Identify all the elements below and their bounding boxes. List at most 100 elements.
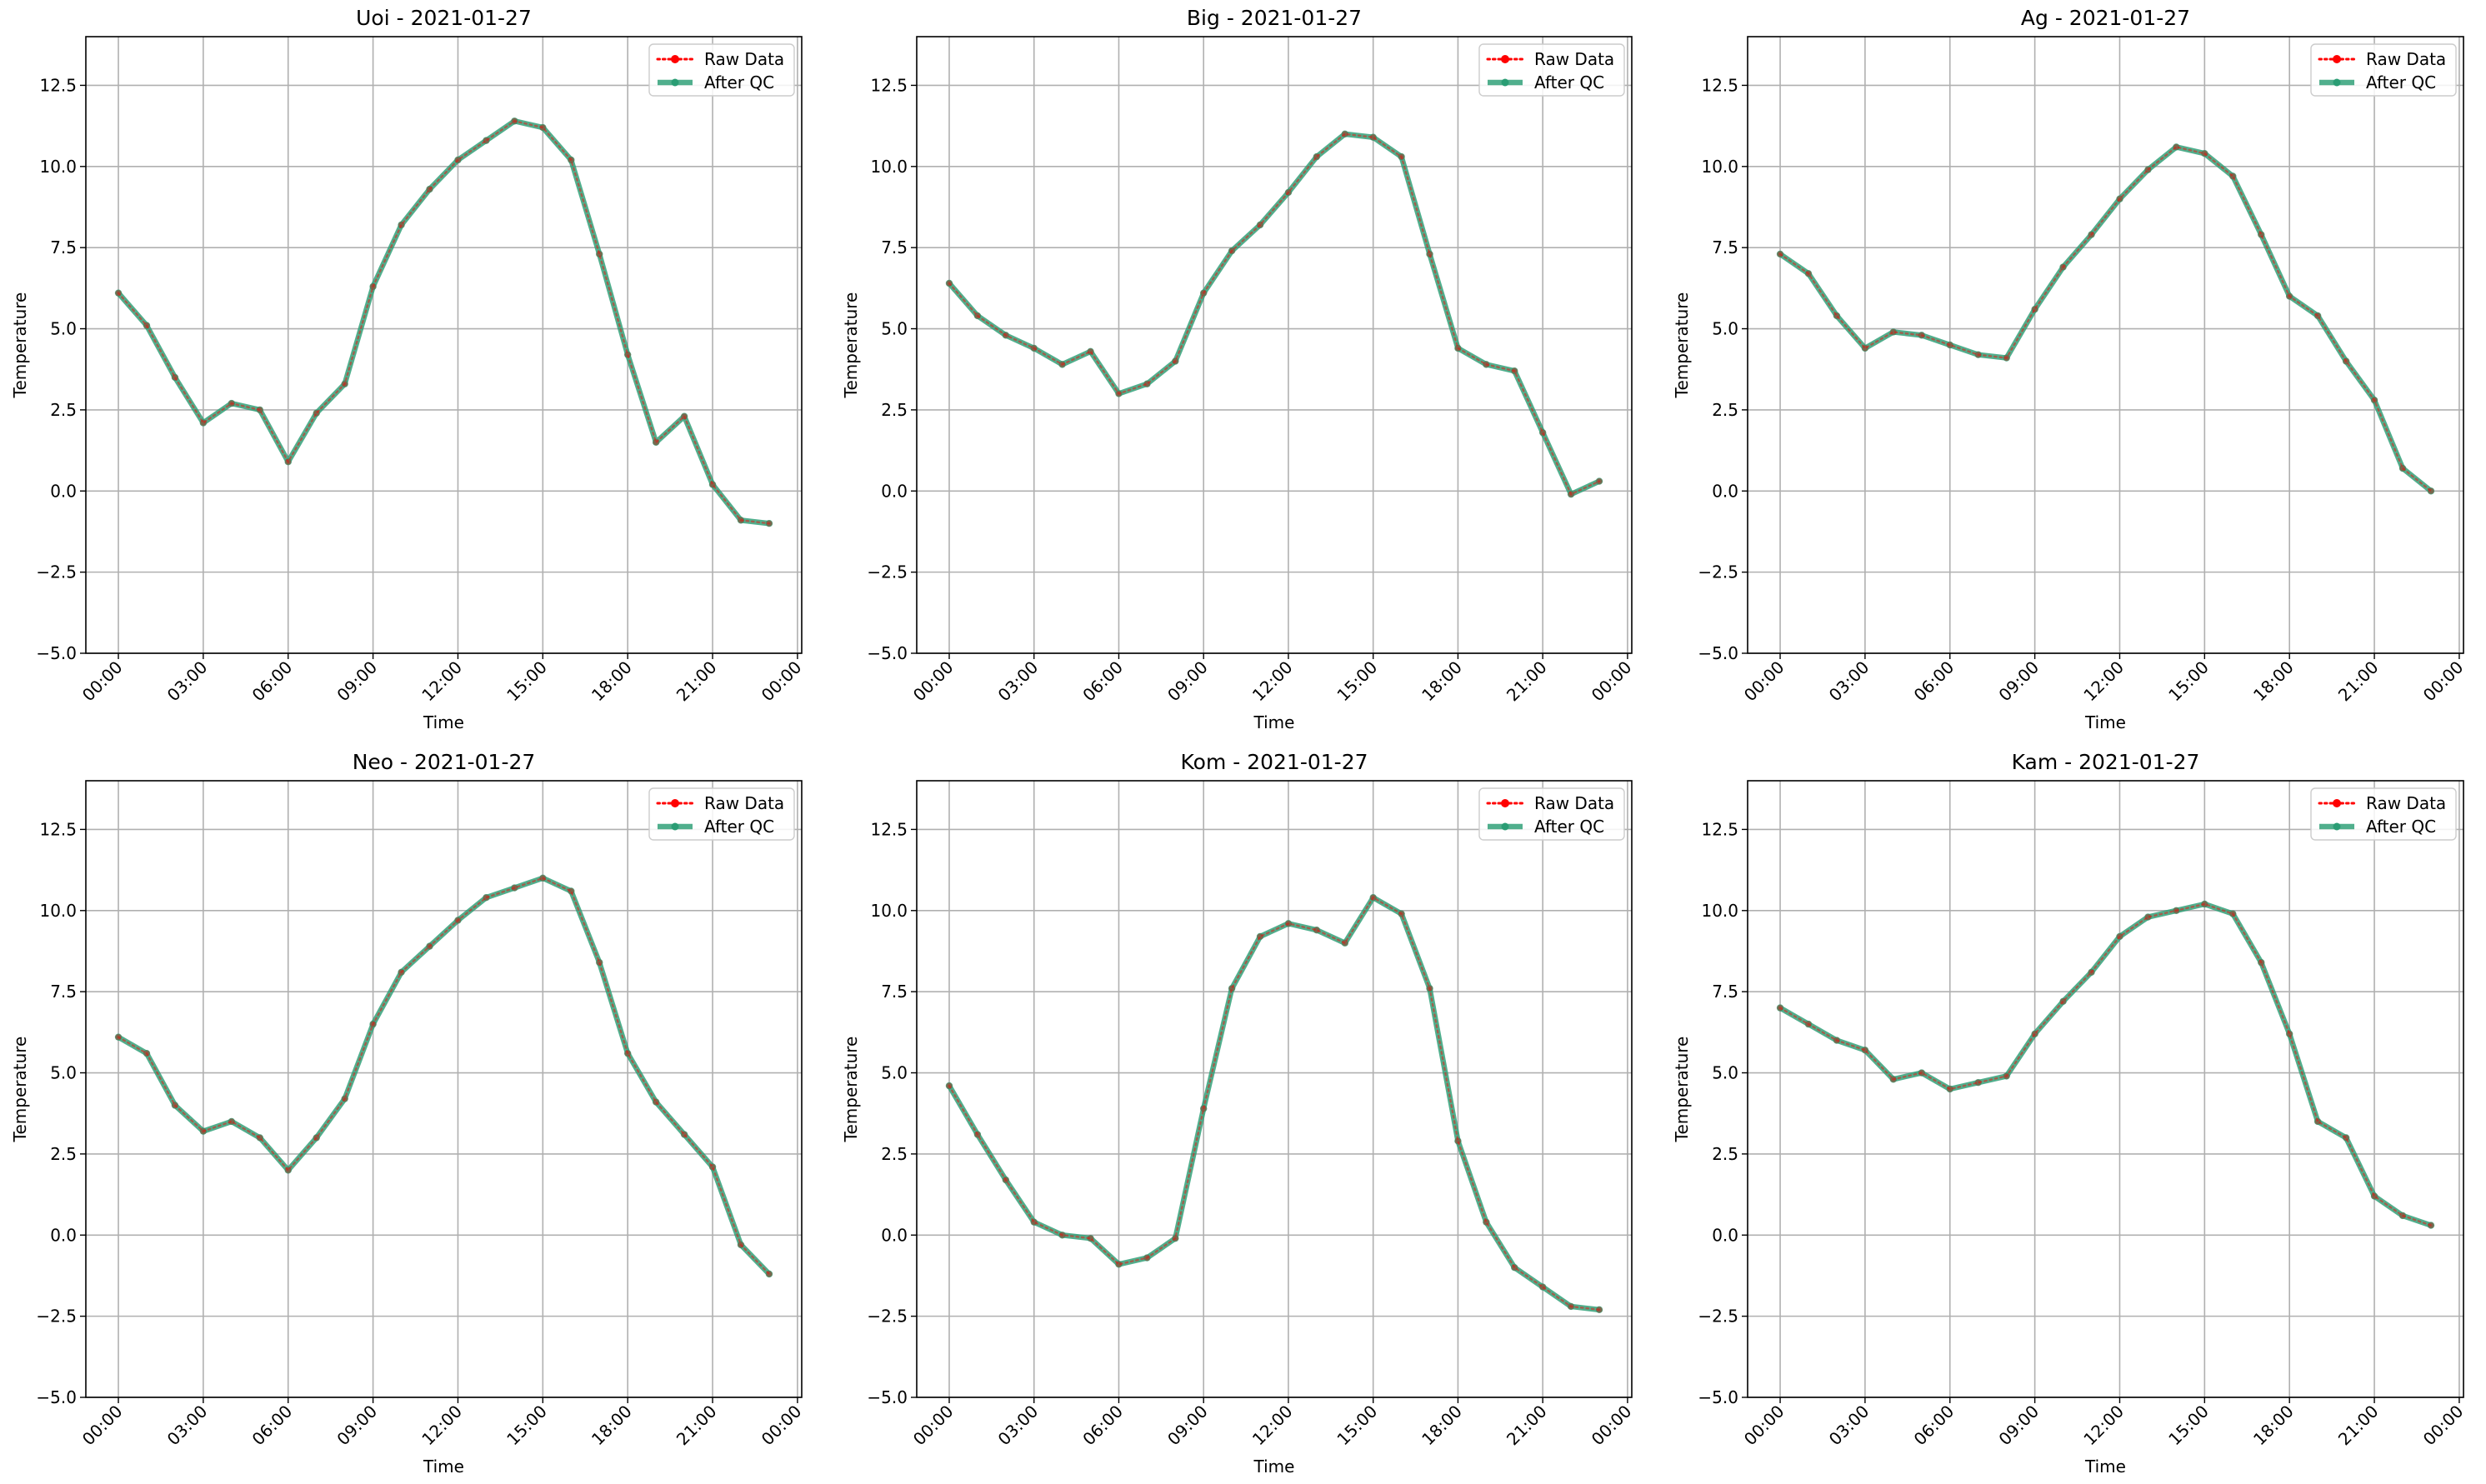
data-point-after-qc [1918,1069,1926,1077]
data-point-after-qc [483,137,490,144]
subplot-4: −5.0 −2.5 0.0 2.5 5.0 7.5 10.0 12.5 00:00 03:00 06… [10,750,805,1477]
y-tick-label: 2.5 [1712,400,1738,420]
data-point-raw-data [2003,354,2010,362]
data-point-raw-data [709,481,716,488]
series-after-qc [1776,900,2435,1229]
data-point-raw-data [2371,397,2378,403]
legend: Raw Data After QC [648,43,795,97]
y-tick-label: 5.0 [1712,1063,1738,1083]
y-axis-label: Temperature [1672,292,1692,399]
y-tick-label: 2.5 [881,1144,908,1164]
grid [1748,37,2463,654]
y-tick-label: 7.5 [50,982,77,1002]
y-tick-label: 12.5 [1701,819,1738,839]
data-point-after-qc [1228,985,1236,992]
data-point-raw-data [1805,270,1812,277]
data-point-raw-data [1596,477,1603,485]
data-point-after-qc [398,221,405,229]
data-point-after-qc [973,312,982,320]
x-tick-label: 03:00 [994,1402,1043,1450]
data-point-raw-data [1087,1235,1094,1242]
legend-marker-raw-data [2333,799,2341,807]
data-point-raw-data [1257,222,1263,228]
data-point-raw-data [228,1118,235,1125]
data-point-raw-data [143,322,150,329]
legend: Raw Data After QC [1478,43,1625,97]
legend: Raw Data After QC [2310,43,2457,97]
data-point-after-qc [284,458,292,466]
data-point-raw-data [342,1096,348,1102]
y-tick-label: 0.0 [881,481,908,501]
data-point-raw-data [974,312,981,319]
x-tick-label: 06:00 [1910,1402,1958,1450]
data-point-raw-data [398,222,405,228]
data-point-raw-data [1115,390,1123,397]
data-point-raw-data [342,381,348,387]
y-tick-label: 7.5 [881,237,908,257]
data-point-raw-data [1890,1076,1897,1082]
data-point-after-qc [568,156,575,164]
legend-marker-raw-data [671,799,679,807]
data-point-raw-data [1511,367,1518,374]
x-tick-label: 00:00 [909,657,958,706]
data-point-after-qc [945,1082,953,1090]
data-point-raw-data [974,1131,981,1138]
subplot-1: −5.0 −2.5 0.0 2.5 5.0 7.5 10.0 12.5 00:00 03:00 06… [10,6,805,732]
x-tick-label: 18:00 [1418,657,1466,706]
legend-marker-raw-data [671,55,679,63]
x-tick-label: 15:00 [1333,657,1382,706]
data-point-after-qc [1058,361,1066,368]
data-point-raw-data [2314,312,2321,319]
y-tick-label: −2.5 [867,562,908,582]
data-point-raw-data [653,439,659,446]
data-point-raw-data [511,884,518,892]
y-tick-label: 12.5 [39,75,77,95]
data-point-raw-data [1285,920,1292,927]
data-point-raw-data [1031,345,1038,352]
data-point-raw-data [2032,1031,2038,1037]
y-tick-label: 5.0 [1712,319,1738,339]
data-point-after-qc [1833,1037,1841,1044]
data-point-after-qc [2116,195,2123,202]
x-tick-label: 12:00 [2079,1402,2128,1450]
legend: Raw Data After QC [648,787,795,841]
data-point-after-qc [1776,1004,1784,1012]
data-point-raw-data [946,1082,953,1089]
y-tick-label: 0.0 [1712,481,1738,501]
data-point-after-qc [454,917,462,924]
x-tick-label: 12:00 [418,1402,466,1450]
x-tick-label: 09:00 [1994,1402,2043,1450]
data-point-after-qc [1313,926,1321,934]
x-tick-label: 03:00 [1825,1402,1873,1450]
y-tick-label: 7.5 [1712,237,1738,257]
data-point-raw-data [285,1167,292,1173]
data-point-raw-data [483,137,490,144]
data-point-after-qc [2427,487,2435,495]
data-point-after-qc [2173,143,2180,151]
y-tick-label: 7.5 [50,237,77,257]
data-point-after-qc [2258,958,2265,967]
series-line-raw-data [1778,146,2433,492]
data-point-raw-data [1313,927,1320,933]
data-point-after-qc [1228,247,1236,255]
data-point-after-qc [2370,397,2378,404]
y-tick-label: 10.0 [870,157,908,177]
chart-title: Big - 2021-01-27 [1187,6,1362,30]
series-line-after-qc [1777,901,2434,1228]
data-point-after-qc [2201,900,2208,908]
data-point-after-qc [539,874,547,882]
data-point-after-qc [1398,910,1405,917]
data-point-after-qc [1341,130,1348,138]
y-tick-label: 5.0 [50,319,77,339]
data-point-after-qc [1369,133,1377,141]
data-point-raw-data [1200,1105,1207,1112]
y-tick-label: 2.5 [1712,1144,1738,1164]
x-tick-label: 03:00 [163,1402,212,1450]
x-tick-label: 06:00 [1910,657,1958,706]
y-tick-label: 5.0 [50,1063,77,1083]
data-point-raw-data [143,1050,150,1057]
data-point-raw-data [2173,143,2179,151]
data-point-raw-data [1200,290,1207,297]
data-point-raw-data [1862,1047,1868,1053]
